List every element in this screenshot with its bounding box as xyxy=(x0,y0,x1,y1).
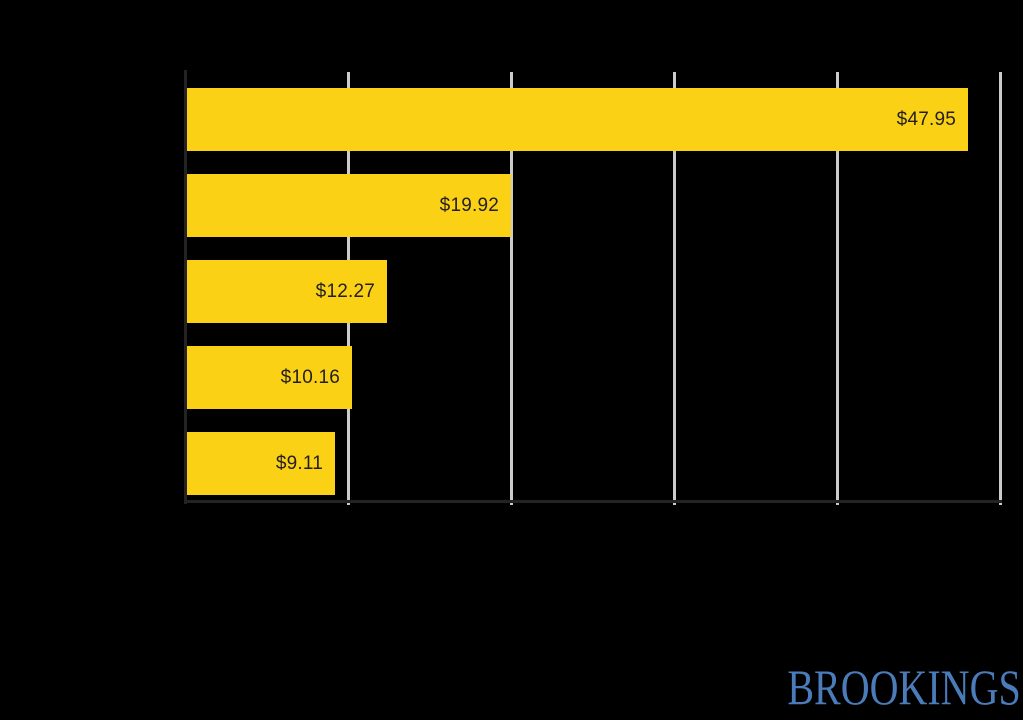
bar-value-label: $47.95 xyxy=(896,108,956,130)
gridline xyxy=(999,72,1002,505)
gridline xyxy=(673,72,676,505)
bar: $9.11 xyxy=(187,432,335,495)
gridline xyxy=(510,72,513,505)
bar-value-label: $19.92 xyxy=(439,194,499,216)
bar: $12.27 xyxy=(187,260,387,323)
gridline xyxy=(836,72,839,505)
brookings-logo: BROOKINGS xyxy=(787,659,1021,715)
bar: $10.16 xyxy=(187,346,352,409)
x-axis-line xyxy=(184,500,1002,503)
y-axis-line xyxy=(184,70,187,504)
bar: $47.95 xyxy=(187,88,968,151)
bar: $19.92 xyxy=(187,174,511,237)
bar-value-label: $10.16 xyxy=(280,366,340,388)
bar-value-label: $9.11 xyxy=(275,452,323,474)
bar-value-label: $12.27 xyxy=(315,280,375,302)
